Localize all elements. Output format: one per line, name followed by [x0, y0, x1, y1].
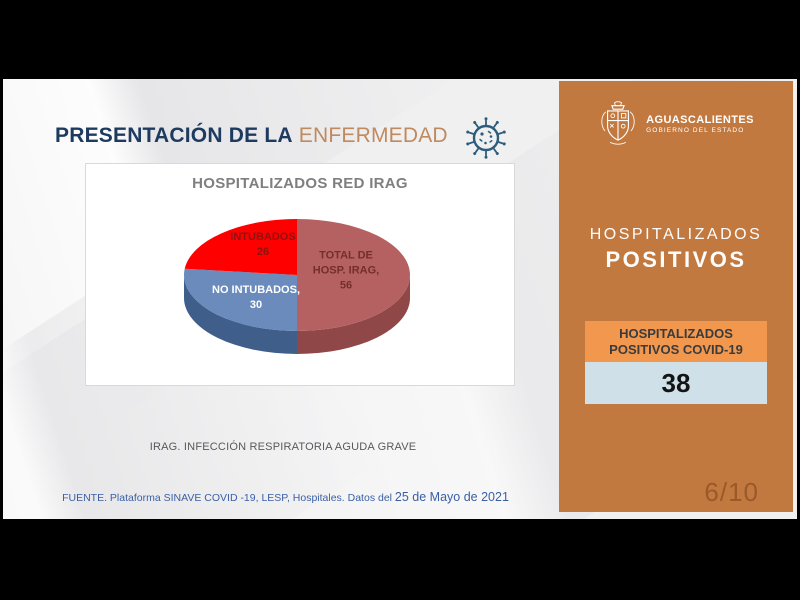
irag-definition-note: IRAG. INFECCIÓN RESPIRATORIA AGUDA GRAVE: [149, 441, 417, 453]
pie-chart: TOTAL DE HOSP. IRAG, 56 NO INTUBADOS, 30…: [177, 215, 417, 385]
sidebar-panel: AGUASCALIENTES GOBIERNO DEL ESTADO HOSPI…: [559, 81, 793, 512]
virus-icon: [466, 117, 506, 159]
logo-text: AGUASCALIENTES GOBIERNO DEL ESTADO: [646, 114, 754, 134]
badge-title-line2: POSITIVOS COVID-19: [609, 342, 743, 357]
badge-title: HOSPITALIZADOS POSITIVOS COVID-19: [585, 321, 767, 362]
pie-label-total: TOTAL DE HOSP. IRAG, 56: [312, 249, 380, 292]
chart-title: HOSPITALIZADOS RED IRAG: [192, 175, 408, 192]
pie-label-no-intubados: NO INTUBADOS, 30: [212, 284, 300, 311]
pie-3d-graphic: [183, 219, 410, 354]
page-indicator: 6/10: [704, 477, 759, 507]
title-row: PRESENTACIÓN DE LA ENFERMEDAD: [55, 111, 510, 161]
logo-state-name: AGUASCALIENTES: [646, 114, 754, 126]
source-note: FUENTE. Plataforma SINAVE COVID -19, LES…: [13, 490, 558, 504]
sidebar-heading-line1: HOSPITALIZADOS: [589, 226, 763, 243]
slide-canvas: PRESENTACIÓN DE LA ENFERMEDAD: [3, 79, 797, 519]
sidebar-heading-line2: POSITIVOS: [605, 247, 747, 272]
coat-of-arms-icon: [601, 101, 635, 145]
chart-panel: HOSPITALIZADOS RED IRAG TOTAL DE HOSP. I…: [85, 163, 515, 386]
logo-subtitle: GOBIERNO DEL ESTADO: [646, 127, 745, 134]
source-text: FUENTE. Plataforma SINAVE COVID -19, LES…: [62, 492, 395, 504]
state-logo: AGUASCALIENTES GOBIERNO DEL ESTADO: [559, 99, 793, 149]
badge-value: 38: [585, 362, 767, 404]
source-date: 25 de Mayo de 2021: [394, 490, 509, 504]
pie-label-intubados: INTUBADOS 26: [230, 231, 296, 258]
positives-badge: HOSPITALIZADOS POSITIVOS COVID-19 38: [585, 321, 767, 404]
badge-title-line1: HOSPITALIZADOS: [619, 326, 733, 341]
title-prefix: PRESENTACIÓN DE LA: [55, 124, 293, 147]
title-highlight: ENFERMEDAD: [298, 124, 448, 147]
page-title: PRESENTACIÓN DE LA ENFERMEDAD: [55, 124, 448, 148]
sidebar-heading: HOSPITALIZADOS POSITIVOS: [559, 226, 793, 273]
